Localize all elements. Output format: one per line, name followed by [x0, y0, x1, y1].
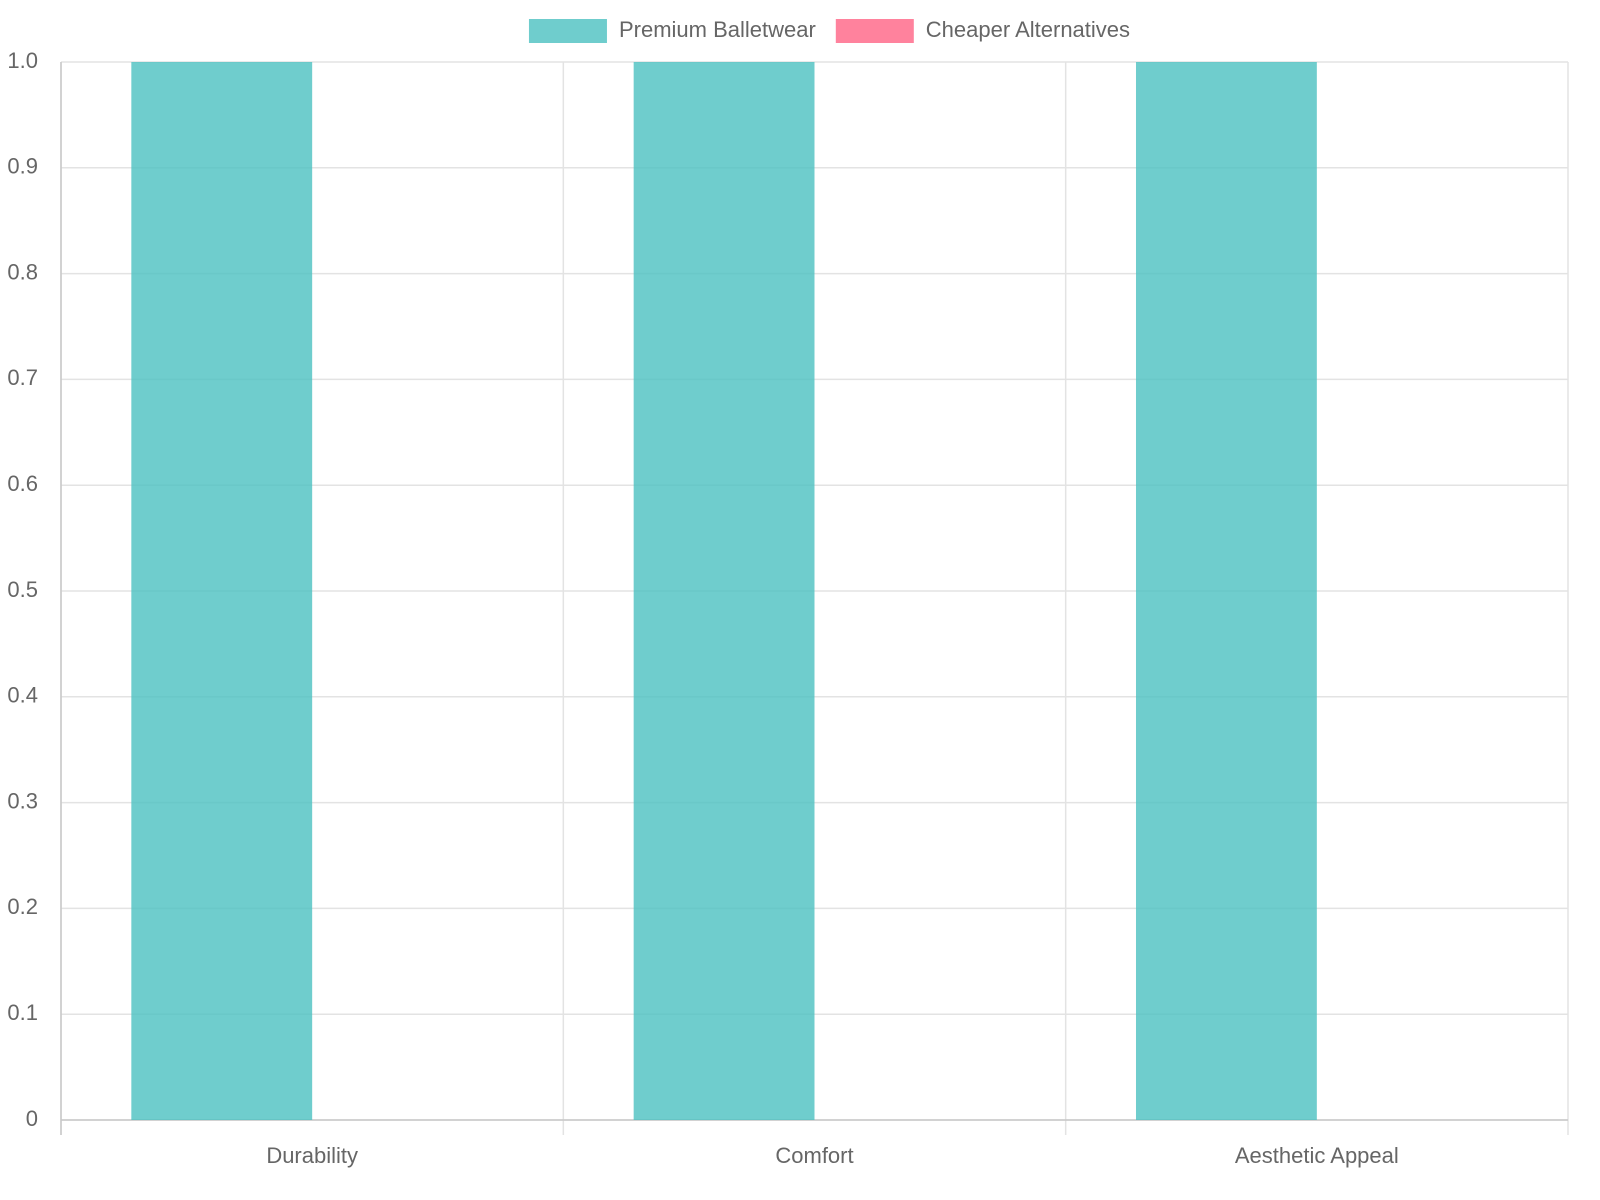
y-tick-label: 0.8 — [7, 259, 38, 284]
y-tick-label: 0.9 — [7, 154, 38, 179]
y-tick-label: 0.7 — [7, 365, 38, 390]
y-tick-label: 0.5 — [7, 577, 38, 602]
x-tick-label: Durability — [266, 1143, 358, 1168]
bar — [1135, 62, 1317, 1120]
legend-label: Premium Balletwear — [619, 17, 816, 42]
y-tick-label: 0.6 — [7, 471, 38, 496]
legend-swatch — [835, 19, 914, 43]
bar — [131, 62, 313, 1120]
y-tick-label: 0 — [26, 1106, 38, 1131]
y-tick-label: 0.1 — [7, 1000, 38, 1025]
y-tick-label: 0.2 — [7, 894, 38, 919]
x-tick-label: Comfort — [775, 1143, 853, 1168]
legend-swatch — [528, 19, 607, 43]
x-tick-label: Aesthetic Appeal — [1235, 1143, 1399, 1168]
y-tick-label: 0.3 — [7, 788, 38, 813]
y-tick-label: 1.0 — [7, 48, 38, 73]
bar — [633, 62, 815, 1120]
y-tick-label: 0.4 — [7, 683, 38, 708]
legend-label: Cheaper Alternatives — [926, 17, 1130, 42]
